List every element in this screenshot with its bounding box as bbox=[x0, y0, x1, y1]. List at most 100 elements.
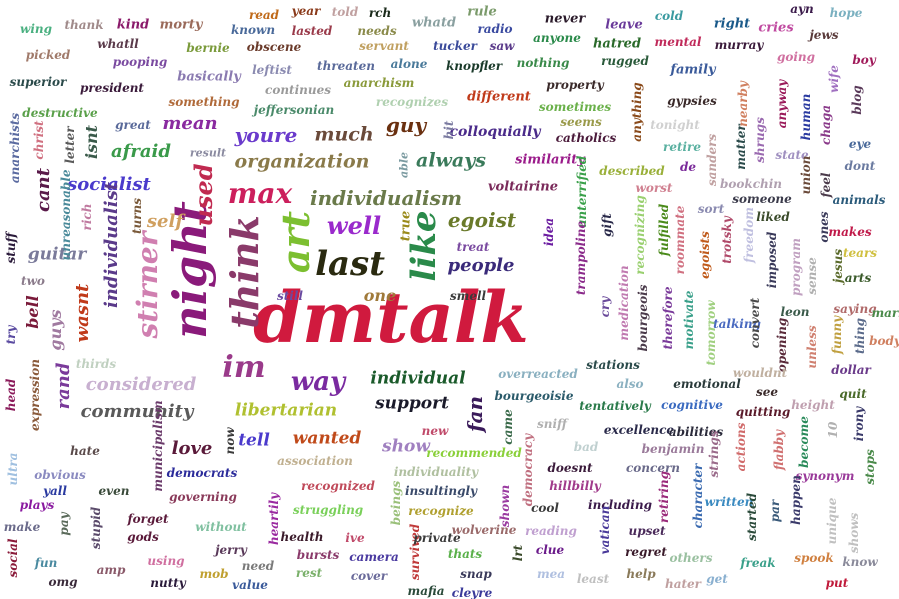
cloud-word: wasnt bbox=[72, 283, 93, 343]
cloud-word: fan bbox=[463, 395, 487, 433]
cloud-word: fulfilled bbox=[657, 203, 671, 257]
cloud-word: known bbox=[230, 23, 276, 37]
cloud-word: bourgeois bbox=[636, 284, 650, 352]
cloud-word: imposed bbox=[765, 231, 779, 289]
cloud-word: similarity bbox=[515, 152, 585, 168]
cloud-word: fun bbox=[34, 556, 58, 570]
cloud-word: also bbox=[616, 377, 644, 391]
cloud-word: makes bbox=[828, 225, 872, 239]
cloud-word: make bbox=[3, 520, 41, 534]
cloud-word: retire bbox=[662, 140, 702, 154]
cloud-word: unless bbox=[805, 325, 819, 369]
cloud-word: program bbox=[789, 238, 803, 296]
cloud-word: someone bbox=[732, 192, 792, 206]
cloud-word: wife bbox=[827, 65, 841, 93]
cloud-word: liked bbox=[756, 210, 790, 224]
cloud-word: nearby bbox=[736, 81, 750, 127]
cloud-word: least bbox=[576, 572, 610, 586]
cloud-word: ive bbox=[345, 531, 365, 545]
cloud-word: saying bbox=[833, 302, 877, 316]
cloud-word: hillbilly bbox=[549, 479, 601, 493]
cloud-word: kind bbox=[116, 17, 150, 33]
cloud-word: result bbox=[189, 146, 227, 160]
cloud-word: always bbox=[416, 149, 486, 172]
cloud-word: going bbox=[776, 50, 816, 64]
cloud-word: sort bbox=[697, 202, 725, 216]
cloud-word: freak bbox=[740, 556, 776, 570]
cloud-word: rule bbox=[467, 4, 497, 20]
cloud-word: nothing bbox=[516, 56, 570, 70]
cloud-word: boy bbox=[852, 53, 876, 67]
cloud-word: whatll bbox=[97, 37, 139, 51]
cloud-word: last bbox=[315, 244, 385, 284]
cloud-word: unique bbox=[825, 497, 839, 545]
cloud-word: anything bbox=[630, 82, 644, 142]
cloud-word: without bbox=[195, 520, 247, 534]
cloud-word: mob bbox=[199, 567, 229, 581]
cloud-word: pooping bbox=[112, 55, 168, 69]
cloud-word: union bbox=[799, 155, 813, 195]
cloud-word: stops bbox=[863, 449, 877, 485]
cloud-word: continues bbox=[265, 83, 331, 97]
cloud-word: reading bbox=[525, 524, 577, 538]
cloud-word: show bbox=[382, 436, 430, 457]
cloud-word: private bbox=[413, 531, 461, 545]
cloud-word: knopfler bbox=[445, 59, 503, 73]
cloud-word: trampoline bbox=[574, 220, 588, 296]
cloud-word: wouldnt bbox=[732, 366, 788, 380]
cloud-word: association bbox=[277, 454, 353, 468]
cloud-word: flabby bbox=[772, 429, 786, 471]
cloud-word: christ bbox=[32, 120, 46, 160]
cloud-word: socialist bbox=[67, 174, 151, 195]
cloud-word: hope bbox=[829, 6, 863, 20]
cloud-word: help bbox=[626, 567, 656, 581]
cloud-word: afraid bbox=[111, 141, 171, 162]
cloud-word: democrats bbox=[166, 466, 238, 480]
cloud-word: matter bbox=[734, 124, 748, 170]
cloud-word: individualism bbox=[309, 186, 463, 210]
cloud-word: thirds bbox=[75, 357, 117, 371]
cloud-word: thank bbox=[64, 18, 104, 32]
cloud-word: dollar bbox=[831, 363, 871, 377]
cloud-word: tonight bbox=[650, 118, 700, 132]
cloud-word: whatd bbox=[411, 15, 457, 31]
cloud-word: basically bbox=[177, 69, 241, 85]
cloud-word: gift bbox=[600, 213, 614, 237]
cloud-word: health bbox=[280, 530, 324, 544]
cloud-word: needs bbox=[357, 24, 397, 38]
cloud-word: stirner bbox=[131, 231, 164, 339]
cloud-word: bernie bbox=[186, 41, 230, 55]
cloud-word: organization bbox=[234, 150, 370, 173]
cloud-word: started bbox=[745, 493, 759, 541]
cloud-word: freedom bbox=[742, 207, 756, 263]
cloud-word: arts bbox=[844, 271, 872, 285]
cloud-word: obscene bbox=[246, 40, 302, 54]
cloud-word: rch bbox=[368, 6, 392, 20]
cloud-word: superior bbox=[9, 75, 67, 89]
cloud-word: seems bbox=[560, 115, 602, 129]
cloud-word: trotsky bbox=[720, 216, 734, 264]
cloud-word: stuff bbox=[4, 232, 18, 264]
cloud-word: hate bbox=[70, 444, 100, 458]
cloud-word: threaten bbox=[317, 59, 375, 73]
cloud-word: worst bbox=[635, 181, 673, 195]
cloud-word: dmtalk bbox=[253, 276, 529, 359]
cloud-word: nutty bbox=[150, 576, 186, 590]
cloud-word: opening bbox=[775, 317, 789, 373]
cloud-word: described bbox=[599, 164, 665, 178]
cloud-word: shown bbox=[498, 484, 512, 528]
cloud-word: excellence bbox=[603, 423, 675, 437]
cloud-word: cant bbox=[33, 167, 54, 213]
cloud-word: wolverine bbox=[451, 523, 517, 537]
cloud-word: value bbox=[232, 578, 268, 592]
cloud-word: actions bbox=[734, 422, 748, 472]
cloud-word: ayn bbox=[790, 2, 814, 16]
cloud-word: mea bbox=[536, 567, 566, 581]
cloud-word: rest bbox=[295, 566, 323, 580]
cloud-word: recognizing bbox=[633, 195, 647, 275]
cloud-word: wing bbox=[19, 22, 53, 36]
cloud-word: expression bbox=[28, 359, 42, 431]
cloud-word: obvious bbox=[34, 468, 86, 482]
cloud-word: get bbox=[706, 572, 728, 586]
